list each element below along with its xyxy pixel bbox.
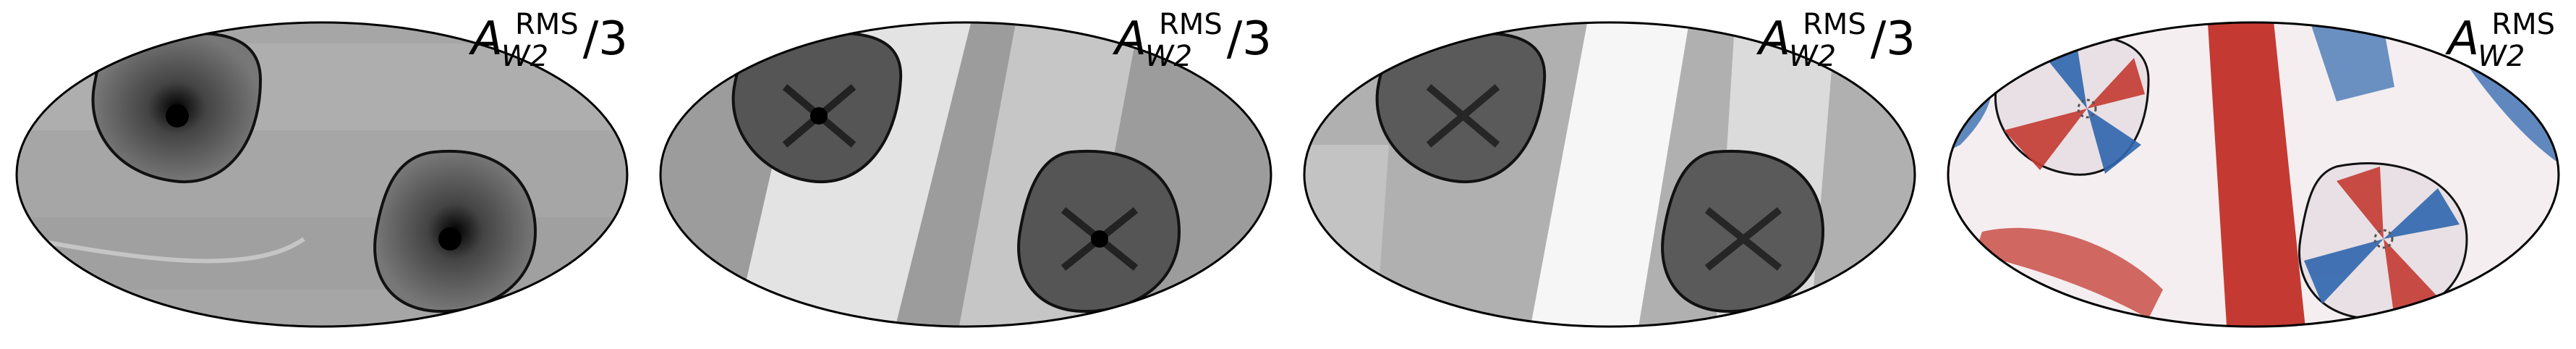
label-base: A bbox=[2447, 12, 2480, 66]
label-superscript: RMS bbox=[1159, 8, 1223, 41]
label-subscript: W2 bbox=[1789, 40, 1837, 73]
panel-3-label: AW2RMS/3 bbox=[1759, 10, 1916, 71]
panel-1-label: AW2RMS/3 bbox=[471, 10, 628, 71]
mollweide-map-4 bbox=[1947, 21, 2560, 328]
panel-4-label: AW2RMS bbox=[2448, 10, 2559, 71]
mollweide-map-3 bbox=[1303, 21, 1916, 328]
label-superscript: RMS bbox=[2491, 8, 2555, 41]
sky-map-panel-3: AW2RMS/3 bbox=[1288, 0, 1931, 349]
sky-map-panel-2: AW2RMS/3 bbox=[644, 0, 1288, 349]
mollweide-map-1 bbox=[15, 21, 629, 328]
panel-2-label: AW2RMS/3 bbox=[1115, 10, 1272, 71]
label-divisor: /3 bbox=[1870, 12, 1916, 66]
label-base: A bbox=[1115, 12, 1147, 66]
label-subscript: W2 bbox=[2478, 40, 2525, 73]
sky-map-panel-1: AW2RMS/3 bbox=[0, 0, 644, 349]
label-divisor: /3 bbox=[1226, 12, 1272, 66]
label-superscript: RMS bbox=[515, 8, 579, 41]
sky-map-panel-4: AW2RMS bbox=[1931, 0, 2575, 349]
label-divisor: /3 bbox=[582, 12, 628, 66]
label-subscript: W2 bbox=[501, 40, 549, 73]
mollweide-map-2 bbox=[659, 21, 1272, 328]
label-superscript: RMS bbox=[1803, 8, 1866, 41]
label-base: A bbox=[471, 12, 503, 66]
label-base: A bbox=[1759, 12, 1791, 66]
label-subscript: W2 bbox=[1145, 40, 1193, 73]
